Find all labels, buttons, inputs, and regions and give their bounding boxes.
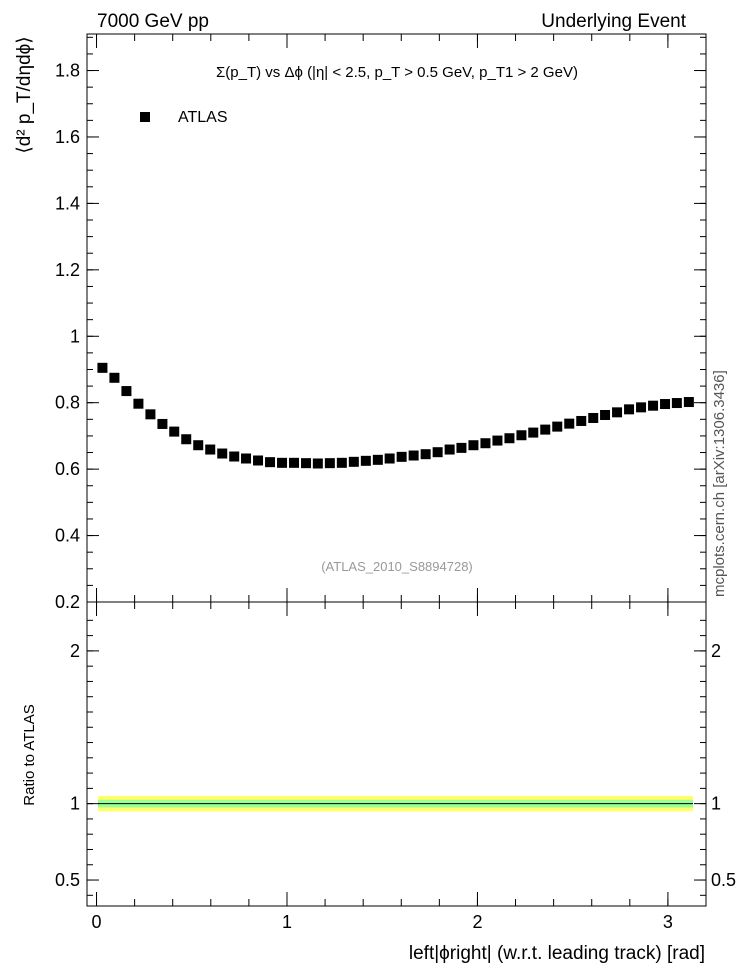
data-point: [396, 451, 407, 462]
data-point: [540, 424, 551, 435]
data-point: [181, 434, 192, 445]
data-point: [360, 455, 371, 466]
ytick-label: 0.8: [55, 393, 80, 413]
ratio-ytick-label: 2: [70, 641, 80, 661]
data-point: [492, 435, 503, 446]
data-point: [408, 450, 419, 461]
ratio-ytick-label: 0.5: [55, 870, 80, 890]
data-point: [612, 407, 623, 418]
legend-label: ATLAS: [178, 109, 228, 126]
data-point: [241, 453, 252, 464]
ytick-label: 0.4: [55, 526, 80, 546]
data-point: [229, 451, 240, 462]
data-point: [444, 444, 455, 455]
data-point: [372, 454, 383, 465]
data-point: [420, 449, 431, 460]
data-point: [552, 421, 563, 432]
data-point: [600, 409, 611, 420]
data-point: [121, 386, 132, 397]
header-left: 7000 GeV pp: [97, 11, 209, 32]
data-point: [576, 415, 587, 426]
data-point: [109, 372, 120, 383]
ratio-panel-frame: [86, 601, 707, 907]
data-point: [671, 398, 682, 409]
data-point: [384, 453, 395, 464]
ytick-label: 1.8: [55, 61, 80, 81]
data-point: [193, 440, 204, 451]
data-point: [265, 457, 276, 468]
data-point: [624, 404, 635, 415]
data-point: [683, 397, 694, 408]
data-point: [468, 440, 479, 451]
data-point: [528, 427, 539, 438]
data-point: [588, 412, 599, 423]
data-point: [516, 430, 527, 441]
data-point: [648, 400, 659, 411]
data-point: [432, 447, 443, 458]
ytick-label: 1.2: [55, 260, 80, 280]
data-point: [312, 458, 323, 469]
xtick-label: 3: [663, 912, 673, 932]
legend: ATLAS: [140, 109, 228, 126]
data-point: [301, 458, 312, 469]
xtick-label: 2: [472, 912, 482, 932]
data-point: [348, 456, 359, 467]
ytick-label: 0.2: [55, 592, 80, 612]
ratio-panel: Ratio to ATLAS left|ϕright| (w.r.t. lead…: [21, 601, 736, 964]
data-point: [205, 444, 216, 455]
xtick-label: 1: [282, 912, 292, 932]
data-point: [97, 362, 108, 373]
ratio-ytick-label-right: 0.5: [711, 870, 736, 890]
data-point: [169, 426, 180, 437]
xtick-label: 0: [92, 912, 102, 932]
legend-marker: [140, 112, 150, 122]
x-axis-label: left|ϕright| (w.r.t. leading track) [rad…: [409, 943, 705, 964]
data-point: [336, 457, 347, 468]
data-point: [253, 455, 264, 466]
ratio-ytick-label-right: 1: [711, 794, 721, 814]
data-point: [456, 442, 467, 453]
ytick-label: 1: [70, 326, 80, 346]
ratio-ylabel: Ratio to ATLAS: [21, 704, 38, 805]
main-ylabel: ⟨d² p_T/dηdϕ⟩: [14, 36, 35, 153]
main-title: Σ(p_T) vs Δϕ (|η| < 2.5, p_T > 0.5 GeV, …: [216, 64, 578, 81]
main-panel: Σ(p_T) vs Δϕ (|η| < 2.5, p_T > 0.5 GeV, …: [14, 33, 707, 612]
data-point: [289, 457, 300, 468]
data-point: [217, 448, 228, 459]
watermark: (ATLAS_2010_S8894728): [321, 559, 473, 574]
data-point: [145, 409, 156, 420]
ytick-label: 1.6: [55, 127, 80, 147]
data-point: [504, 433, 515, 444]
data-point: [660, 399, 671, 410]
header-right: Underlying Event: [541, 11, 686, 32]
ratio-ytick-label: 1: [70, 794, 80, 814]
data-point: [133, 398, 144, 409]
data-point: [636, 402, 647, 413]
data-point: [277, 457, 288, 468]
ytick-label: 1.4: [55, 193, 80, 213]
data-point: [157, 418, 168, 429]
ratio-ytick-label-right: 2: [711, 641, 721, 661]
data-point: [324, 458, 335, 469]
data-point: [564, 418, 575, 429]
ytick-label: 0.6: [55, 459, 80, 479]
side-label: mcplots.cern.ch [arXiv:1306.3436]: [711, 370, 728, 597]
data-point: [480, 438, 491, 449]
